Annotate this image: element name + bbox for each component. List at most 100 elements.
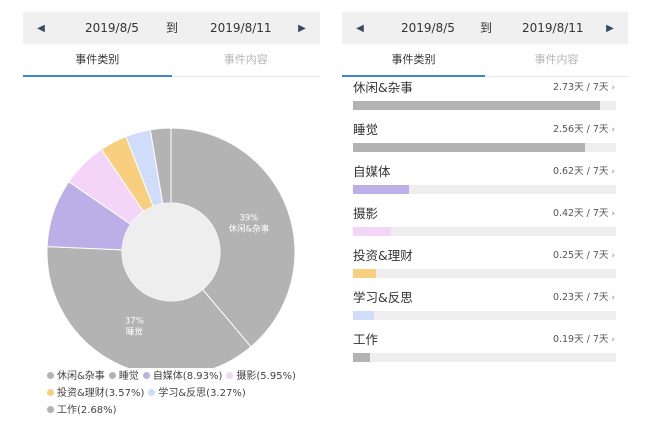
duration-bar-fill [353,353,371,362]
duration-bar-fill [353,185,410,194]
chevron-right-icon[interactable]: › [611,167,615,177]
slice-percent-label: 37% [125,316,144,326]
legend-label: 自媒体(8.93%) [152,371,223,382]
category-duration-list: 休闲&杂事 2.73天 / 7天 › 睡觉 2.56天 / 7天 › 自媒体 0.62天 / … [353,80,617,374]
tab-category-right[interactable]: 事件类别 [391,53,436,66]
legend-label: 睡觉 [118,371,139,382]
category-name: 工作 [353,332,379,347]
legend-item[interactable]: 工作(2.68%) [47,402,117,419]
legend-label: 摄影(5.95%) [236,371,296,382]
chevron-right-icon[interactable]: › [611,209,615,219]
active-tab-indicator [23,75,172,77]
duration-text: 0.42天 / 7天 [552,208,609,219]
category-donut-chart: 39%休闲&杂事 37%睡觉 [46,127,296,368]
tab-content-right[interactable]: 事件内容 [534,53,579,66]
duration-bar-track [353,227,616,236]
left-panel: ◀ 2019/8/5 到 2019/8/11 ▶ 事件类别 事件内容 39% 休闲… [23,12,320,422]
triangle-right-icon[interactable]: ▶ [606,22,614,34]
active-tab-indicator-right [342,75,485,77]
category-duration: 0.19天 / 7天 › [553,334,615,346]
duration-bar-track [353,269,616,278]
right-panel: ◀ 2019/8/5 到 2019/8/11 ▶ 事件类别 事件内容 休闲&杂事… [342,12,628,422]
end-date-right[interactable]: 2019/8/11 [522,21,584,35]
date-separator: 到 [166,21,179,35]
legend-dot-icon [142,372,150,379]
date-range-bar: ◀ 2019/8/5 到 2019/8/11 ▶ [23,12,320,44]
tab-bar: 事件类别 事件内容 [23,44,320,77]
category-duration: 0.25天 / 7天 › [553,250,615,262]
category-row[interactable]: 学习&反思 0.23天 / 7天 › [353,290,617,332]
legend-item[interactable]: 自媒体(8.93%) [142,368,223,385]
duration-text: 0.23天 / 7天 [552,292,609,303]
legend-row: 投资&理财(3.57%) 学习&反思(3.27%) [47,385,317,402]
duration-bar-fill [353,227,392,236]
donut-center [122,203,220,301]
category-duration: 2.56天 / 7天 › [553,124,615,136]
legend-dot-icon [148,389,156,396]
category-name: 投资&理财 [353,248,413,263]
triangle-left-icon[interactable]: ◀ [356,22,364,34]
category-duration: 0.42天 / 7天 › [553,208,615,220]
triangle-right-icon[interactable]: ▶ [298,22,306,34]
category-row[interactable]: 自媒体 0.62天 / 7天 › [353,164,617,206]
category-row[interactable]: 休闲&杂事 2.73天 / 7天 › [353,80,617,122]
category-row[interactable]: 工作 0.19天 / 7天 › [353,332,617,374]
legend-dot-icon [108,372,116,379]
category-duration: 0.62天 / 7天 › [553,166,615,178]
chevron-right-icon[interactable]: › [611,335,615,345]
legend-label: 投资&理财(3.57%) [57,388,145,399]
duration-text: 2.56天 / 7天 [552,124,609,135]
category-name: 自媒体 [353,164,391,179]
category-row[interactable]: 睡觉 2.56天 / 7天 › [353,122,617,164]
duration-bar-fill [353,311,374,320]
legend-row: 工作(2.68%) [47,402,317,419]
tab-bar-right: 事件类别 事件内容 [342,44,628,77]
category-name: 摄影 [353,206,379,221]
category-row[interactable]: 摄影 0.42天 / 7天 › [353,206,617,248]
slice-percent-label: 39% [240,214,259,224]
duration-bar-track [353,311,616,320]
duration-bar-fill [353,101,601,110]
legend-dot-icon [226,372,234,379]
legend-item[interactable]: 休闲&杂事 [47,368,105,385]
legend-label: 休闲&杂事 [57,371,105,382]
start-date[interactable]: 2019/8/5 [85,21,139,35]
start-date-right[interactable]: 2019/8/5 [401,21,455,35]
chevron-right-icon[interactable]: › [611,125,615,135]
legend-dot-icon [47,406,54,413]
date-range-bar-right: ◀ 2019/8/5 到 2019/8/11 ▶ [342,12,628,44]
category-name: 休闲&杂事 [353,80,413,95]
legend-label: 学习&反思(3.27%) [158,388,246,399]
category-duration: 2.73天 / 7天 › [553,82,615,94]
end-date[interactable]: 2019/8/11 [210,21,272,35]
duration-bar-track [353,101,616,110]
legend-item[interactable]: 摄影(5.95%) [226,368,296,385]
duration-bar-fill [353,143,585,152]
legend-item[interactable]: 睡觉 [108,368,139,385]
date-separator-right: 到 [480,21,493,35]
category-name: 学习&反思 [353,290,413,305]
legend-item[interactable]: 投资&理财(3.57%) [47,385,144,402]
slice-name-label: 休闲&杂事 [229,224,270,235]
chevron-right-icon[interactable]: › [611,83,615,93]
chart-legend: 休闲&杂事 睡觉 自媒体(8.93%) 摄影(5.95%) 投资&理财(3.57%) 学习… [47,368,317,419]
category-row[interactable]: 投资&理财 0.25天 / 7天 › [353,248,617,290]
triangle-left-icon[interactable]: ◀ [37,22,45,34]
duration-text: 0.25天 / 7天 [552,250,609,261]
duration-bar-fill [353,269,376,278]
tab-content[interactable]: 事件内容 [223,53,268,66]
tab-category[interactable]: 事件类别 [75,53,120,66]
category-name: 睡觉 [353,122,379,137]
legend-row: 休闲&杂事 睡觉 自媒体(8.93%) 摄影(5.95%) [47,368,317,385]
duration-text: 0.19天 / 7天 [552,334,609,345]
duration-text: 2.73天 / 7天 [552,82,609,93]
legend-dot-icon [47,372,54,379]
legend-item[interactable]: 学习&反思(3.27%) [148,385,246,402]
duration-bar-track [353,353,616,362]
duration-bar-track [353,185,616,194]
duration-bar-track [353,143,616,152]
legend-label: 工作(2.68%) [57,405,117,416]
chevron-right-icon[interactable]: › [611,251,615,261]
chevron-right-icon[interactable]: › [611,293,615,303]
category-duration: 0.23天 / 7天 › [553,292,615,304]
